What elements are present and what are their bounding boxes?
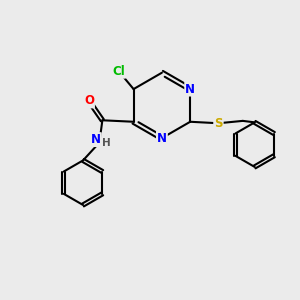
Text: N: N bbox=[185, 82, 195, 96]
Text: S: S bbox=[214, 117, 223, 130]
Text: N: N bbox=[157, 132, 167, 145]
Text: O: O bbox=[84, 94, 94, 107]
Text: N: N bbox=[91, 133, 101, 146]
Text: Cl: Cl bbox=[112, 65, 125, 78]
Text: H: H bbox=[102, 138, 111, 148]
